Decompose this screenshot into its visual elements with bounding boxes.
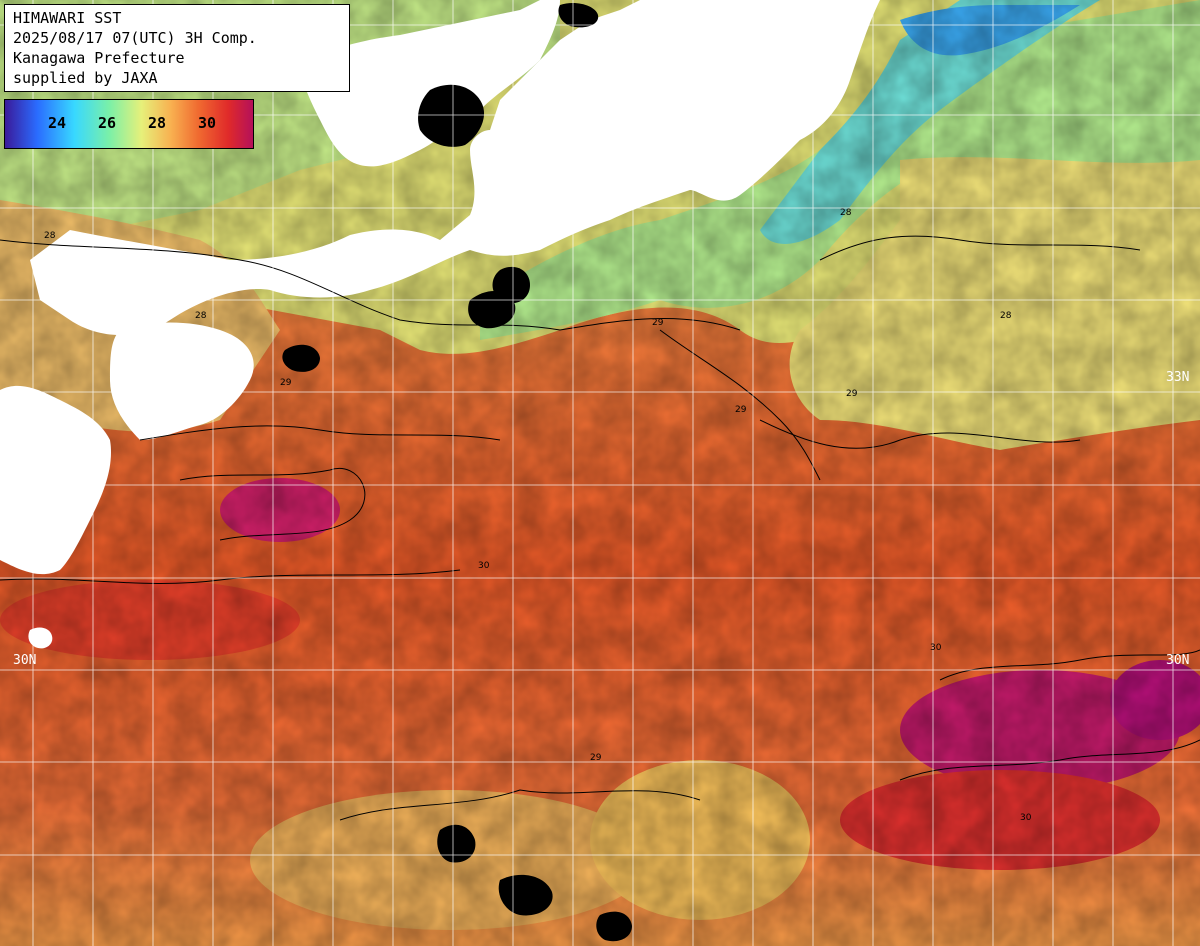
lat-label-30n-right: 30N <box>1166 653 1190 668</box>
legend-tick-30: 30 <box>197 114 217 132</box>
cloud-mask-north <box>418 84 485 147</box>
cloud-mask-center <box>282 344 320 372</box>
lat-label-30n-left: 30N <box>13 653 37 668</box>
map-region: Kanagawa Prefecture <box>13 49 185 67</box>
cloud-mask-south-3 <box>596 911 632 942</box>
contour-label: 29 <box>280 378 292 388</box>
contour-label: 28 <box>840 208 852 218</box>
cloud-mask-south-1 <box>437 824 476 863</box>
map-title: HIMAWARI SST <box>13 9 122 27</box>
legend-gradient <box>5 100 253 148</box>
contour-label: 28 <box>195 311 207 321</box>
contour-label: 28 <box>1000 311 1012 321</box>
lat-label-33n: 33N <box>1166 370 1190 385</box>
land-kii <box>300 0 560 167</box>
contour-label: 30 <box>1020 813 1032 823</box>
sst-color-legend: 24 26 28 30 <box>4 99 254 149</box>
contour-lines <box>0 235 1200 821</box>
legend-tick-26: 26 <box>97 114 117 132</box>
contour-label: 30 <box>930 643 942 653</box>
legend-tick-24: 24 <box>47 114 67 132</box>
contour-label: 29 <box>846 389 858 399</box>
contour-value-labels: 28 28 29 29 29 30 30 28 29 30 28 29 <box>44 208 1032 823</box>
info-box: HIMAWARI SST 2025/08/17 07(UTC) 3H Comp.… <box>4 4 350 92</box>
land-shikoku-2 <box>110 322 254 440</box>
contour-label: 29 <box>735 405 747 415</box>
contour-label: 28 <box>44 231 56 241</box>
cloud-mask-south-2 <box>498 874 553 916</box>
land-island-south <box>28 627 53 649</box>
legend-tick-28: 28 <box>147 114 167 132</box>
cloud-mask-northeast <box>558 3 599 28</box>
contour-label: 29 <box>652 318 664 328</box>
map-credit: supplied by JAXA <box>13 69 158 87</box>
land-honshu-west <box>30 0 880 335</box>
contour-label: 29 <box>590 753 602 763</box>
map-datetime: 2025/08/17 07(UTC) 3H Comp. <box>13 29 257 47</box>
contour-label: 30 <box>478 561 490 571</box>
land-kyushu <box>0 385 111 575</box>
